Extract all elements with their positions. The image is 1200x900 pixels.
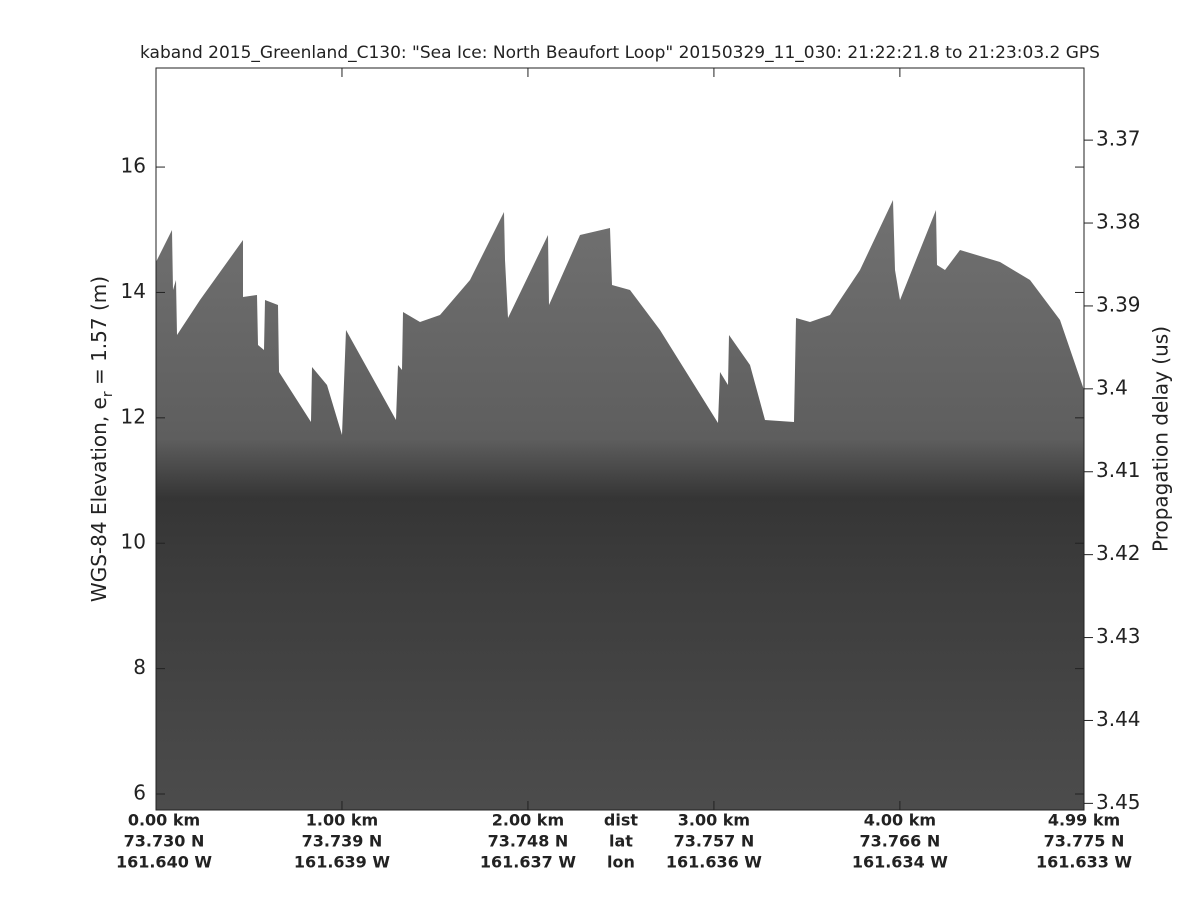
x-lon-label: 161.636 W <box>666 853 762 872</box>
y-tick-label: 6 <box>133 781 146 805</box>
y2-tick-label: 3.41 <box>1096 458 1141 482</box>
x-lat-label: 73.748 N <box>488 832 569 851</box>
x-tick-label: 1.00 km <box>306 811 378 830</box>
x-lat-label: 73.766 N <box>860 832 941 851</box>
y-tick-label: 12 <box>121 404 146 428</box>
y2-axis-label: Propagation delay (us) <box>1149 326 1173 552</box>
plot-frame <box>155 67 1085 811</box>
y-label-subscript: r <box>100 391 116 397</box>
y2-tick-label: 3.44 <box>1096 707 1141 731</box>
x-lat-label: 73.775 N <box>1044 832 1125 851</box>
x-row-name: dist <box>604 811 638 830</box>
y2-tick-label: 3.38 <box>1096 210 1141 234</box>
y2-tick-label: 3.43 <box>1096 624 1141 648</box>
y2-tick-label: 3.39 <box>1096 292 1141 316</box>
x-lon-label: 161.637 W <box>480 853 576 872</box>
y-label-main: WGS-84 Elevation, e <box>87 397 111 602</box>
y-axis-label: WGS-84 Elevation, er = 1.57 (m) <box>87 276 117 602</box>
y-tick-label: 8 <box>133 655 146 679</box>
y2-tick-label: 3.42 <box>1096 541 1141 565</box>
y2-tick-label: 3.37 <box>1096 127 1141 151</box>
y2-tick-label: 3.4 <box>1096 375 1128 399</box>
x-lon-label: 161.633 W <box>1036 853 1132 872</box>
x-row-name: lat <box>609 832 633 851</box>
x-lon-label: 161.634 W <box>852 853 948 872</box>
x-tick-label: 2.00 km <box>492 811 564 830</box>
x-tick-label: 0.00 km <box>128 811 200 830</box>
y-tick-label: 14 <box>121 279 146 303</box>
x-lat-label: 73.757 N <box>674 832 755 851</box>
y2-tick-label: 3.45 <box>1096 790 1141 814</box>
y-tick-label: 16 <box>121 154 146 178</box>
x-tick-label: 4.99 km <box>1048 811 1120 830</box>
x-lon-label: 161.640 W <box>116 853 212 872</box>
x-lon-label: 161.639 W <box>294 853 390 872</box>
echogram <box>156 200 1084 810</box>
x-tick-label: 3.00 km <box>678 811 750 830</box>
x-lat-label: 73.739 N <box>302 832 383 851</box>
x-tick-label: 4.00 km <box>864 811 936 830</box>
x-row-name: lon <box>607 853 635 872</box>
x-lat-label: 73.730 N <box>124 832 205 851</box>
y-label-rest: = 1.57 (m) <box>87 276 111 391</box>
chart-title: kaband 2015_Greenland_C130: "Sea Ice: No… <box>140 43 1100 63</box>
y-tick-label: 10 <box>121 530 146 554</box>
